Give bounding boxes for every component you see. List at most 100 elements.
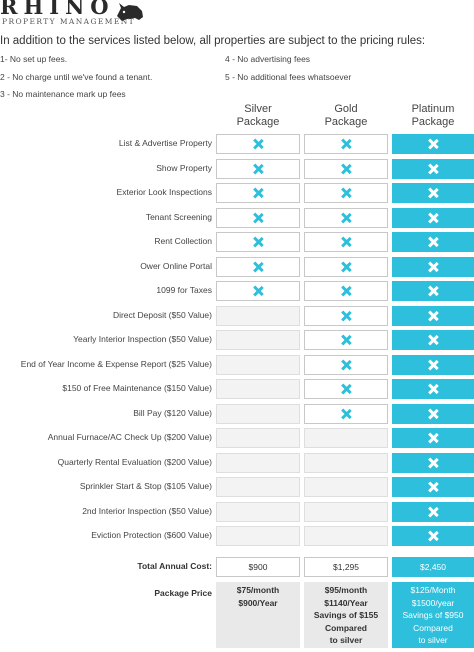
x-mark-icon bbox=[428, 188, 438, 198]
platinum-price-line: $125/Month bbox=[410, 585, 456, 595]
platinum-feature-cell bbox=[392, 183, 474, 203]
gold-header-line2: Package bbox=[324, 116, 368, 128]
platinum-feature-cell bbox=[392, 355, 474, 375]
pricing-rule-1: 1- No set up fees. bbox=[0, 54, 68, 64]
silver-feature-cell bbox=[216, 134, 300, 154]
gold-price-line: $1140/Year bbox=[324, 597, 368, 608]
silver-feature-cell bbox=[216, 159, 300, 179]
x-mark-icon bbox=[428, 507, 438, 517]
platinum-total-cost: $2,450 bbox=[392, 557, 474, 577]
x-mark-icon bbox=[253, 237, 263, 247]
x-mark-icon bbox=[428, 433, 438, 443]
silver-feature-cell bbox=[216, 306, 300, 326]
feature-label: Rent Collection bbox=[154, 236, 212, 246]
feature-label: List & Advertise Property bbox=[118, 138, 212, 148]
silver-header-line2: Package bbox=[236, 116, 280, 128]
silver-feature-cell bbox=[216, 355, 300, 375]
gold-feature-cell bbox=[304, 281, 388, 301]
gold-price-line: to silver bbox=[329, 635, 363, 645]
gold-price-line: Compared bbox=[324, 622, 368, 633]
gold-header-line1: Gold bbox=[334, 103, 358, 115]
silver-price-line: $900/Year bbox=[238, 597, 278, 608]
silver-feature-cell bbox=[216, 502, 300, 522]
gold-feature-cell bbox=[304, 208, 388, 228]
silver-feature-cell bbox=[216, 379, 300, 399]
feature-label: 1099 for Taxes bbox=[156, 285, 212, 295]
silver-header-line1: Silver bbox=[244, 103, 272, 115]
platinum-feature-cell bbox=[392, 453, 474, 473]
x-mark-icon bbox=[253, 139, 263, 149]
x-mark-icon bbox=[428, 384, 438, 394]
pricing-intro: In addition to the services listed below… bbox=[0, 35, 426, 47]
x-mark-icon bbox=[253, 286, 263, 296]
gold-feature-cell bbox=[304, 379, 388, 399]
feature-label: Direct Deposit ($50 Value) bbox=[112, 310, 212, 320]
gold-feature-cell bbox=[304, 330, 388, 350]
feature-label: $150 of Free Maintenance ($150 Value) bbox=[62, 383, 212, 393]
x-mark-icon bbox=[428, 237, 438, 247]
platinum-price-line: $1500/year bbox=[411, 597, 455, 608]
platinum-feature-cell bbox=[392, 330, 474, 350]
silver-feature-cell bbox=[216, 526, 300, 546]
platinum-package-header: Platinum Package bbox=[391, 103, 474, 129]
gold-feature-cell bbox=[304, 477, 388, 497]
x-mark-icon bbox=[341, 384, 351, 394]
x-mark-icon bbox=[428, 531, 438, 541]
x-mark-icon bbox=[428, 311, 438, 321]
gold-feature-cell bbox=[304, 404, 388, 424]
x-mark-icon bbox=[253, 262, 263, 272]
gold-feature-cell bbox=[304, 453, 388, 473]
x-mark-icon bbox=[428, 360, 438, 370]
platinum-price-line: to silver bbox=[418, 635, 448, 645]
x-mark-icon bbox=[428, 262, 438, 272]
silver-feature-cell bbox=[216, 281, 300, 301]
silver-total-cost: $900 bbox=[216, 557, 300, 577]
platinum-feature-cell bbox=[392, 379, 474, 399]
feature-label: Yearly Interior Inspection ($50 Value) bbox=[73, 334, 212, 344]
platinum-feature-cell bbox=[392, 526, 474, 546]
feature-label: Sprinkler Start & Stop ($105 Value) bbox=[79, 481, 212, 491]
feature-label: Ower Online Portal bbox=[140, 261, 212, 271]
pricing-rule-5: 5 - No additional fees whatsoever bbox=[225, 72, 352, 82]
platinum-feature-cell bbox=[392, 428, 474, 448]
feature-label: End of Year Income & Expense Report ($25… bbox=[20, 359, 212, 369]
x-mark-icon bbox=[428, 164, 438, 174]
gold-package-header: Gold Package bbox=[304, 103, 388, 129]
gold-feature-cell bbox=[304, 134, 388, 154]
silver-feature-cell bbox=[216, 232, 300, 252]
feature-label: Eviction Protection ($600 Value) bbox=[91, 530, 212, 540]
silver-feature-cell bbox=[216, 330, 300, 350]
platinum-feature-cell bbox=[392, 281, 474, 301]
gold-total-cost: $1,295 bbox=[304, 557, 388, 577]
gold-feature-cell bbox=[304, 502, 388, 522]
silver-package-header: Silver Package bbox=[216, 103, 300, 129]
pricing-rule-3: 3 - No maintenance mark up fees bbox=[0, 89, 126, 99]
platinum-feature-cell bbox=[392, 208, 474, 228]
feature-label: Bill Pay ($120 Value) bbox=[133, 408, 212, 418]
gold-feature-cell bbox=[304, 526, 388, 546]
platinum-feature-cell bbox=[392, 232, 474, 252]
x-mark-icon bbox=[428, 286, 438, 296]
x-mark-icon bbox=[341, 262, 351, 272]
feature-label: Exterior Look Inspections bbox=[116, 187, 212, 197]
platinum-feature-cell bbox=[392, 257, 474, 277]
gold-feature-cell bbox=[304, 183, 388, 203]
platinum-package-price: $125/Month $1500/year Savings of $950 Co… bbox=[392, 582, 474, 648]
x-mark-icon bbox=[428, 213, 438, 223]
rhino-icon bbox=[117, 3, 143, 21]
x-mark-icon bbox=[341, 213, 351, 223]
brand-name: RHINO bbox=[0, 0, 115, 19]
pricing-rule-4: 4 - No advertising fees bbox=[225, 54, 311, 64]
silver-feature-cell bbox=[216, 428, 300, 448]
x-mark-icon bbox=[428, 139, 438, 149]
silver-feature-cell bbox=[216, 404, 300, 424]
x-mark-icon bbox=[341, 311, 351, 321]
x-mark-icon bbox=[341, 139, 351, 149]
silver-feature-cell bbox=[216, 453, 300, 473]
feature-label: Annual Furnace/AC Check Up ($200 Value) bbox=[47, 432, 212, 442]
brand-logo: RHINO PROPERTY MANAGEMENT bbox=[0, 0, 150, 28]
feature-label: Quarterly Rental Evaluation ($200 Value) bbox=[57, 457, 212, 467]
gold-feature-cell bbox=[304, 159, 388, 179]
x-mark-icon bbox=[341, 335, 351, 345]
platinum-price-line: Savings of $950 bbox=[402, 610, 464, 620]
